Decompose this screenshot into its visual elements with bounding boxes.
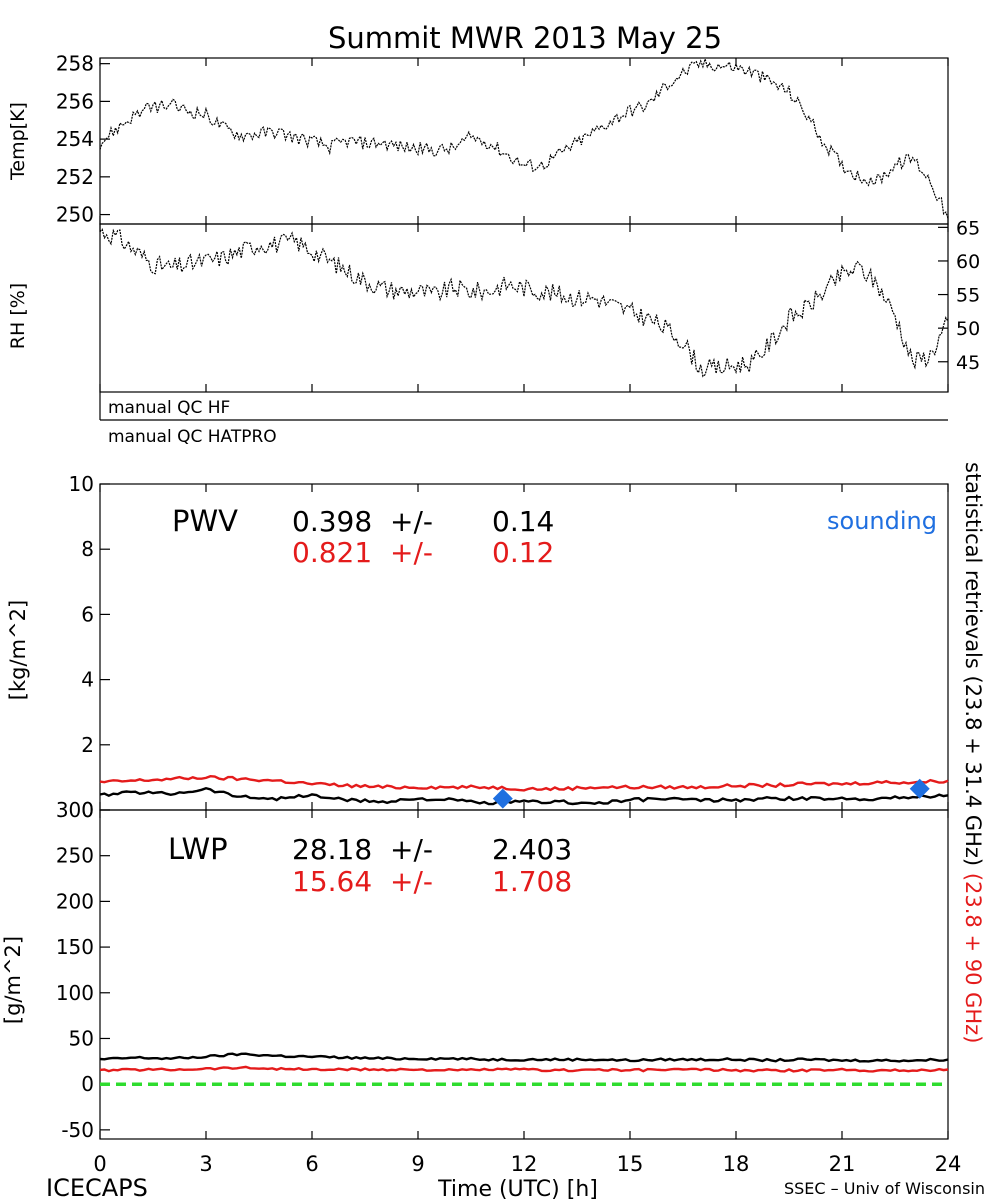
temp-ticks: 250 252 254 256 258 [56,52,949,227]
pwv-ytick-label: 4 [81,668,94,692]
x-tick-label: 6 [305,1152,318,1176]
pwv-stat-std-red: 0.12 [492,536,554,569]
pwv-stat-pm-black: +/- [390,505,433,538]
lwp-ytick-label: 50 [69,1026,94,1050]
side-label-red: (23.8 + 90 GHz) [961,873,985,1044]
rh-ytick-label: 50 [956,318,980,340]
lwp-ticks: -50 0 50 100 150 200 250 300 [56,798,949,1142]
temp-ytick-label: 250 [56,203,94,227]
rh-ytick-label: 65 [956,217,980,239]
pwv-series-line [99,786,949,806]
page-title: Summit MWR 2013 May 25 [328,21,722,55]
lwp-ytick-label: 300 [56,798,94,822]
temp-series-line [99,56,949,219]
pwv-ticks: 0 2 4 6 8 10 [69,472,949,822]
lwp-stat-std-black: 2.403 [492,833,572,866]
temp-ylabel: Temp[K] [7,102,29,181]
rh-ylabel: RH [%] [7,283,29,349]
lwp-ylabel: [g/m^2] [1,936,25,1024]
x-tick-label: 3 [199,1152,212,1176]
rh-ytick-label: 60 [956,251,980,273]
temp-ytick-label: 256 [56,89,94,113]
rh-ticks: 45 50 55 60 65 [99,217,980,392]
sounding-legend: sounding [827,507,937,535]
temp-ytick-label: 252 [56,165,94,189]
lwp-stat-pm-red: +/- [390,865,433,898]
pwv-ylabel: [kg/m^2] [6,600,30,700]
rh-panel: 45 50 55 60 65 RH [%] [7,217,980,393]
pwv-ytick-label: 10 [69,472,94,496]
temp-panel: 250 252 254 256 258 Temp[K] [7,52,949,227]
side-label: statistical retrievals (23.8 + 31.4 GHz)… [961,462,985,1043]
qc-hatpro-label: manual QC HATPRO [108,427,277,447]
x-tick-label: 24 [935,1152,962,1176]
lwp-stat-std-red: 1.708 [492,865,572,898]
lwp-ytick-label: 250 [56,844,94,868]
lwp-panel-label: LWP [168,832,228,866]
lwp-stat-mean-red: 15.64 [292,865,372,898]
pwv-series-line [99,774,949,792]
x-tick-label: 9 [411,1152,424,1176]
x-tick-label: 12 [511,1152,538,1176]
pwv-stat-pm-red: +/- [390,536,433,569]
pwv-series [99,774,949,806]
rh-ytick-label: 45 [956,352,980,374]
footer-center: Time (UTC) [h] [437,1177,598,1200]
pwv-ytick-label: 8 [81,537,94,561]
footer-left: ICECAPS [46,1174,148,1200]
lwp-ytick-label: 100 [56,981,94,1005]
lwp-series [99,1052,949,1086]
pwv-panel-label: PWV [172,504,238,538]
lwp-ytick-label: 150 [56,935,94,959]
lwp-panel: -50 0 50 100 150 200 250 300 LWP 28.18 +/- 2.40… [1,798,949,1142]
pwv-ytick-label: 6 [81,602,94,626]
x-tick-label: 18 [723,1152,750,1176]
side-label-black: statistical retrievals (23.8 + 31.4 GHz) [961,462,985,866]
rh-series-line [99,228,949,378]
pwv-stat-mean-black: 0.398 [292,505,372,538]
temp-series [99,56,949,219]
lwp-series-line [99,1065,949,1073]
pwv-stat-std-black: 0.14 [492,505,554,538]
lwp-ytick-label: 200 [56,889,94,913]
sounding-point [492,788,513,809]
rh-ytick-label: 55 [956,285,980,307]
temp-ytick-label: 254 [56,127,94,151]
x-tick-label: 15 [617,1152,644,1176]
lwp-stat-pm-black: +/- [390,833,433,866]
pwv-panel: 0 2 4 6 8 10 PWV 0.398 +/- 0.14 0.821 +/- 0.1… [6,472,949,822]
x-axis: 0 3 6 9 12 15 18 21 24 [93,1152,961,1176]
pwv-stat-mean-red: 0.821 [292,536,372,569]
rh-frame [99,223,949,393]
pwv-sounding-points [492,778,930,809]
lwp-stat-mean-black: 28.18 [292,833,372,866]
lwp-ytick-label: -50 [61,1118,94,1142]
pwv-ytick-label: 0 [81,798,94,822]
x-tick-label: 0 [93,1152,106,1176]
sounding-point [909,778,930,799]
footer-right: SSEC – Univ of Wisconsin [784,1179,985,1198]
x-tick-label: 21 [829,1152,856,1176]
pwv-ytick-label: 2 [81,733,94,757]
rh-series [99,228,949,378]
qc-hf-label: manual QC HF [108,398,230,418]
lwp-ytick-label: 0 [81,1072,94,1096]
lwp-series-line [99,1052,949,1063]
qc-strip: manual QC HF manual QC HATPRO [99,392,948,447]
temp-ytick-label: 258 [56,52,94,76]
